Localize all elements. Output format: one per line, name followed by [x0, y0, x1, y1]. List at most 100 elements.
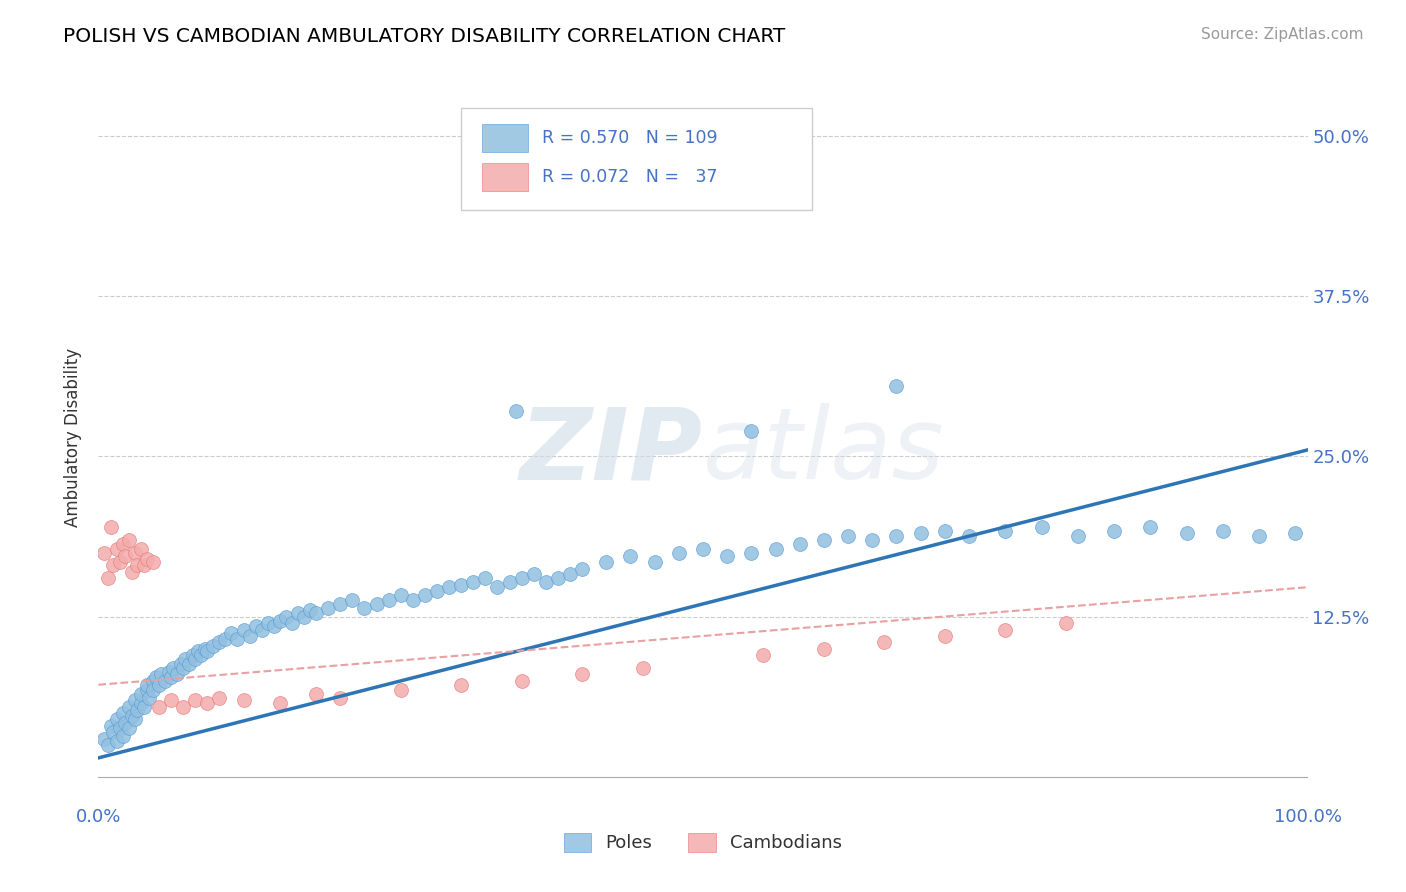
Point — [172, 699, 194, 714]
Point — [1054, 616, 1077, 631]
Text: POLISH VS CAMBODIAN AMBULATORY DISABILITY CORRELATION CHART: POLISH VS CAMBODIAN AMBULATORY DISABILIT… — [63, 27, 786, 45]
Point — [450, 577, 472, 591]
Point — [523, 567, 546, 582]
Point — [118, 699, 141, 714]
Point — [100, 719, 122, 733]
Point — [505, 404, 527, 418]
Point — [1212, 524, 1234, 538]
Point — [498, 575, 520, 590]
Point — [134, 699, 156, 714]
Point — [148, 678, 170, 692]
Point — [269, 614, 291, 628]
Point — [93, 731, 115, 746]
Point — [813, 533, 835, 547]
Point — [716, 549, 738, 564]
Point — [129, 541, 152, 556]
Point — [631, 661, 654, 675]
Point — [195, 696, 218, 710]
Point — [208, 690, 231, 705]
Point — [389, 588, 412, 602]
Text: Source: ZipAtlas.com: Source: ZipAtlas.com — [1201, 27, 1364, 42]
Point — [957, 529, 980, 543]
Point — [534, 575, 557, 590]
Text: ZIP: ZIP — [520, 403, 703, 500]
Point — [860, 533, 883, 547]
Point — [644, 555, 666, 569]
Point — [619, 549, 641, 564]
Point — [934, 629, 956, 643]
Point — [118, 533, 141, 547]
Point — [127, 703, 149, 717]
Point — [142, 555, 165, 569]
Point — [208, 635, 231, 649]
Point — [97, 571, 120, 585]
Point — [135, 682, 157, 697]
Point — [486, 580, 509, 594]
Point — [886, 529, 908, 543]
Point — [118, 722, 141, 736]
Point — [184, 652, 207, 666]
Point — [114, 716, 136, 731]
Point — [172, 661, 194, 675]
Point — [789, 536, 811, 550]
Point — [160, 693, 183, 707]
Point — [93, 545, 115, 559]
Point — [571, 667, 593, 681]
Point — [105, 734, 128, 748]
Point — [329, 597, 352, 611]
Point — [138, 690, 160, 705]
Point — [274, 609, 297, 624]
Point — [316, 600, 339, 615]
Point — [595, 555, 617, 569]
Point — [740, 545, 762, 559]
Point — [232, 623, 254, 637]
Point — [402, 593, 425, 607]
Point — [127, 558, 149, 573]
Point — [105, 541, 128, 556]
Point — [510, 571, 533, 585]
Point — [157, 665, 180, 679]
Point — [174, 652, 197, 666]
Point — [547, 571, 569, 585]
Point — [910, 526, 932, 541]
Point — [558, 567, 581, 582]
Point — [184, 693, 207, 707]
Point — [256, 616, 278, 631]
Point — [124, 545, 146, 559]
Point — [692, 541, 714, 556]
Point — [873, 635, 896, 649]
Point — [250, 623, 273, 637]
Point — [190, 648, 212, 663]
Point — [121, 708, 143, 723]
Point — [299, 603, 322, 617]
Point — [142, 682, 165, 697]
Point — [239, 629, 262, 643]
Point — [181, 648, 204, 663]
Point — [342, 593, 364, 607]
Text: atlas: atlas — [703, 403, 945, 500]
Point — [1139, 520, 1161, 534]
Point — [124, 693, 146, 707]
FancyBboxPatch shape — [482, 124, 527, 152]
Point — [510, 673, 533, 688]
Point — [179, 657, 201, 672]
Point — [1031, 520, 1053, 534]
Point — [668, 545, 690, 559]
Point — [269, 696, 291, 710]
Point — [148, 699, 170, 714]
Point — [934, 524, 956, 538]
Point — [101, 558, 124, 573]
Point — [194, 641, 217, 656]
Point — [142, 673, 165, 688]
Point — [129, 687, 152, 701]
Point — [135, 678, 157, 692]
Point — [195, 644, 218, 658]
Point — [571, 562, 593, 576]
Point — [305, 606, 328, 620]
Point — [105, 712, 128, 726]
Y-axis label: Ambulatory Disability: Ambulatory Disability — [65, 348, 83, 526]
Point — [129, 696, 152, 710]
Point — [287, 606, 309, 620]
Point — [329, 690, 352, 705]
Point — [450, 678, 472, 692]
